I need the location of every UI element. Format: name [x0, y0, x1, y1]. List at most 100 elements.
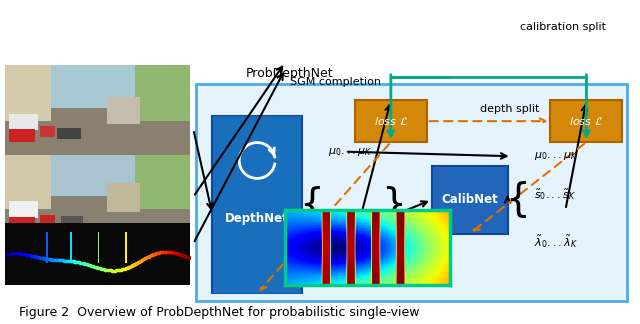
Point — [146, 253, 156, 258]
Text: CalibNet: CalibNet — [442, 193, 498, 206]
Point — [120, 266, 130, 271]
Point — [134, 260, 144, 265]
Text: $\mu_0...\mu_K$: $\mu_0...\mu_K$ — [328, 146, 372, 158]
Point — [1, 252, 12, 257]
Point — [72, 260, 82, 265]
Point — [26, 253, 36, 258]
Text: DepthNet: DepthNet — [225, 213, 289, 226]
Point — [126, 263, 136, 269]
Point — [165, 249, 175, 255]
Point — [128, 262, 138, 268]
Point — [31, 254, 41, 259]
Point — [76, 260, 86, 265]
Point — [131, 261, 141, 266]
Point — [138, 257, 148, 262]
Point — [100, 267, 110, 272]
Point — [136, 258, 147, 263]
Point — [33, 255, 43, 260]
Point — [93, 265, 104, 271]
Point — [54, 258, 65, 263]
Point — [56, 258, 66, 263]
Point — [141, 255, 152, 260]
Point — [4, 251, 15, 256]
Point — [127, 263, 137, 268]
Point — [40, 256, 51, 261]
Point — [53, 258, 63, 263]
Point — [93, 265, 103, 270]
Point — [29, 254, 39, 259]
Point — [104, 268, 115, 273]
Point — [61, 258, 72, 263]
Point — [156, 249, 166, 255]
Point — [155, 250, 165, 255]
Point — [75, 260, 85, 265]
Point — [45, 257, 55, 262]
Point — [86, 263, 96, 268]
Point — [67, 259, 77, 264]
Point — [26, 253, 36, 258]
Point — [33, 255, 44, 260]
Point — [97, 266, 108, 272]
Point — [168, 250, 178, 255]
Text: loss $\mathcal{L}$: loss $\mathcal{L}$ — [569, 115, 604, 127]
Point — [118, 266, 129, 272]
Point — [78, 261, 88, 266]
Point — [173, 251, 184, 257]
Point — [87, 263, 97, 269]
Point — [35, 255, 45, 260]
Point — [43, 257, 53, 262]
Point — [137, 257, 147, 262]
Point — [136, 258, 147, 263]
Text: $\tilde{\lambda}_0...\tilde{\lambda}_K$: $\tilde{\lambda}_0...\tilde{\lambda}_K$ — [534, 233, 577, 250]
Point — [55, 258, 65, 263]
Point — [153, 250, 163, 256]
Point — [139, 256, 149, 261]
Point — [62, 258, 72, 263]
Point — [15, 251, 26, 256]
Point — [106, 268, 116, 273]
Point — [168, 250, 179, 255]
Point — [170, 250, 180, 256]
Point — [167, 250, 177, 255]
Point — [181, 254, 191, 259]
Point — [28, 253, 38, 259]
Point — [96, 266, 106, 271]
Point — [111, 268, 122, 273]
Text: lidar point cloud: lidar point cloud — [45, 225, 141, 238]
Point — [113, 268, 123, 273]
Point — [20, 252, 30, 257]
Point — [12, 251, 22, 256]
Point — [112, 268, 122, 273]
Point — [99, 267, 109, 272]
Point — [63, 258, 73, 263]
Point — [154, 250, 164, 255]
Bar — [125, 232, 127, 263]
Point — [34, 255, 44, 260]
Point — [24, 252, 34, 258]
Point — [143, 254, 154, 259]
Point — [36, 255, 47, 260]
Bar — [5, 196, 190, 245]
Point — [72, 260, 83, 265]
Point — [80, 261, 90, 267]
Point — [108, 268, 118, 273]
Point — [25, 253, 35, 258]
Point — [83, 262, 93, 267]
Point — [32, 254, 42, 260]
Point — [52, 258, 62, 263]
Point — [81, 261, 91, 267]
Point — [180, 254, 191, 259]
Point — [152, 250, 163, 256]
Point — [125, 264, 136, 269]
Text: $s_0...s_K$: $s_0...s_K$ — [328, 208, 369, 220]
Point — [43, 257, 53, 262]
Point — [161, 249, 171, 254]
Point — [68, 259, 79, 264]
Point — [179, 253, 189, 259]
Bar — [40, 126, 55, 137]
Text: calibration split: calibration split — [520, 22, 605, 31]
Point — [176, 252, 186, 257]
Point — [51, 258, 61, 263]
Point — [184, 255, 194, 260]
Point — [8, 251, 19, 256]
